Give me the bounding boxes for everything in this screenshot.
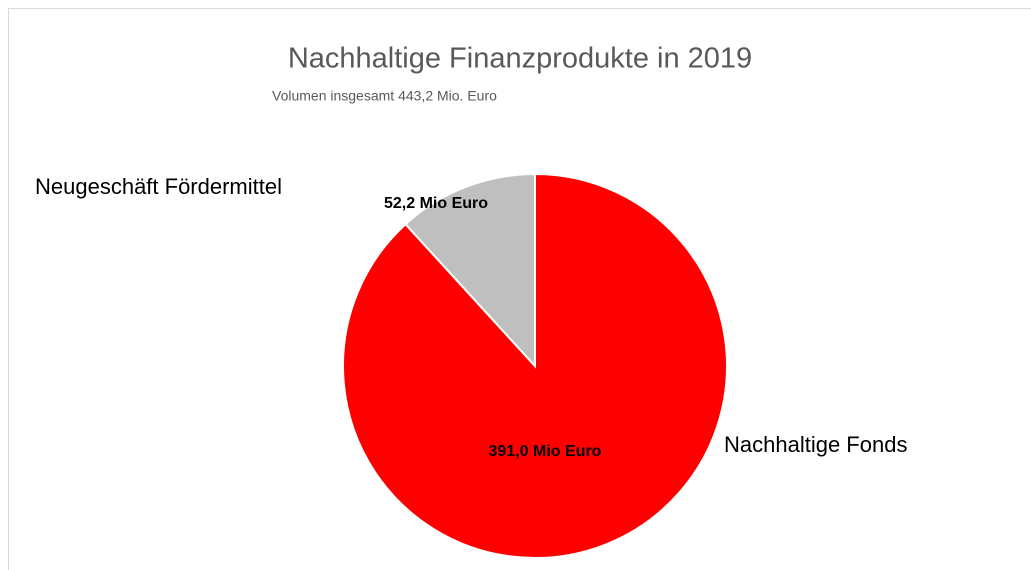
category-label: Neugeschäft Fördermittel xyxy=(35,174,282,199)
pie-slice xyxy=(404,172,536,369)
category-label: Nachhaltige Fonds xyxy=(724,432,907,457)
data-label: 52,2 Mio Euro xyxy=(384,195,488,212)
chart-title: Nachhaltige Finanzprodukte in 2019 xyxy=(288,43,752,75)
chart-subtitle: Volumen insgesamt 443,2 Mio. Euro xyxy=(272,88,497,104)
data-label: 391,0 Mio Euro xyxy=(489,443,602,460)
